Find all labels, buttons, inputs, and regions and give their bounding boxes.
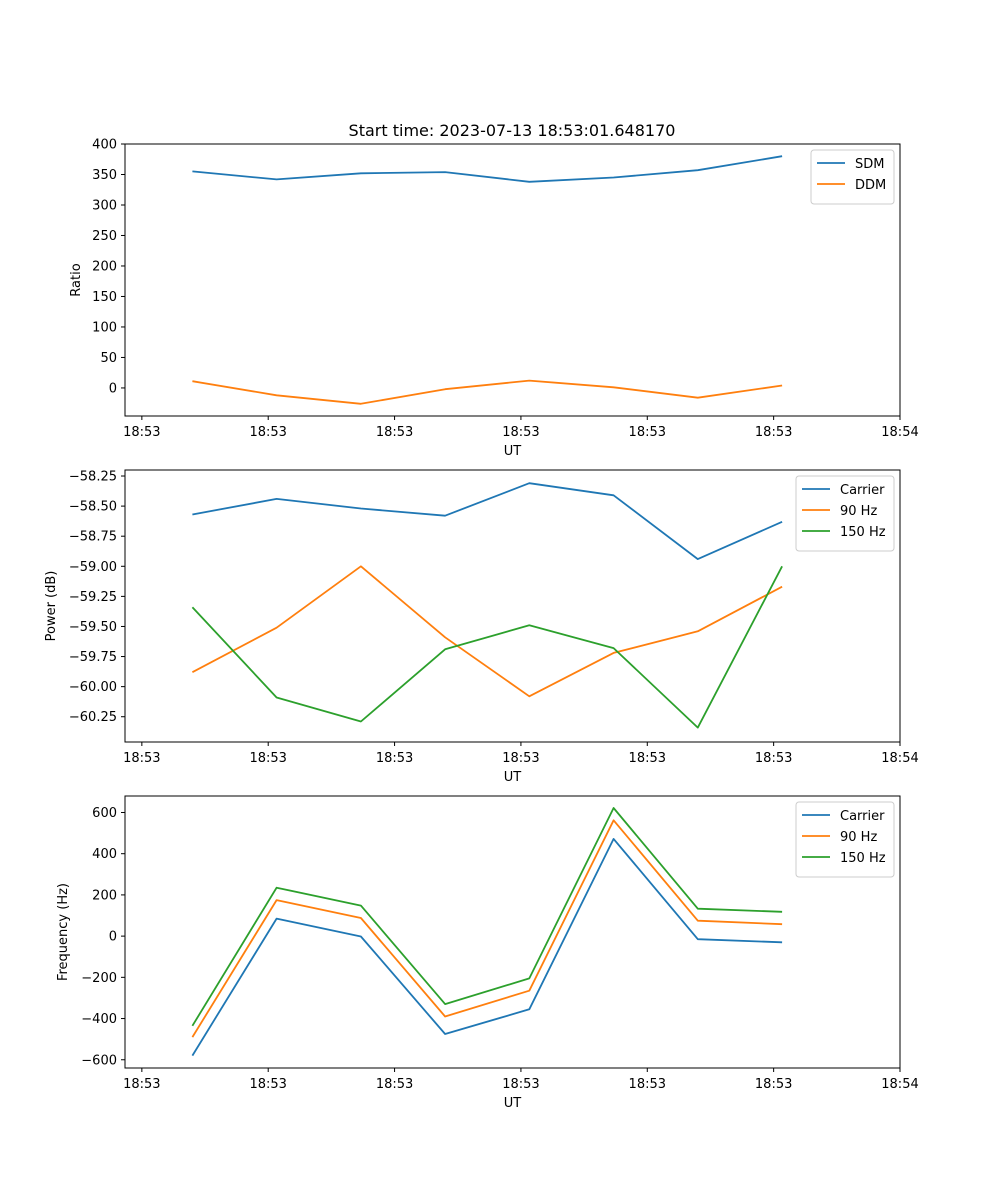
x-tick-label: 18:53 [629,751,666,766]
y-tick-label: 300 [92,198,117,213]
x-tick-label: 18:54 [881,751,918,766]
x-tick-label: 18:53 [376,1077,413,1092]
y-tick-label: 400 [92,138,117,153]
x-axis-label: UT [504,770,522,785]
y-tick-label: −58.75 [69,530,117,545]
x-tick-label: 18:53 [123,1077,160,1092]
y-axis-label: Frequency (Hz) [56,883,71,981]
x-axis-label: UT [504,1096,522,1111]
x-tick-label: 18:53 [629,1077,666,1092]
x-tick-label: 18:53 [755,1077,792,1092]
series-line-ddm [192,379,783,405]
series-line-carrier [191,838,783,1057]
y-tick-label: 100 [92,320,117,335]
legend: SDM DDM [810,149,895,205]
x-tick-label: 18:53 [502,1077,539,1092]
series-line-150-hz [191,565,783,729]
x-tick-label: 18:53 [249,1077,286,1092]
legend-label: 90 Hz [840,504,877,519]
chart-panel-3: 18:53 18:53 18:53 18:53 18:53 18:53 18:54 −600 −… [56,795,919,1111]
y-tick-label: −200 [81,971,117,986]
series-line-90-hz [191,819,783,1038]
legend-label: Carrier [840,809,885,824]
y-tick-label: −59.50 [69,620,117,635]
plot-frame [124,143,901,417]
y-tick-label: −400 [81,1012,117,1027]
y-tick-label: −59.25 [69,590,117,605]
legend-label: 90 Hz [840,830,877,845]
y-tick-label: 200 [92,259,117,274]
x-tick-label: 18:53 [502,425,539,440]
x-tick-label: 18:53 [123,425,160,440]
legend-box [795,801,895,878]
legend: Carrier 90 Hz 150 Hz [795,801,895,878]
y-axis-label: Ratio [69,263,84,296]
series-line-sdm [192,155,783,183]
series-line-90-hz [191,565,783,698]
series-line-150-hz [191,807,783,1027]
legend-label: 150 Hz [840,851,886,866]
chart-panel-2: 18:53 18:53 18:53 18:53 18:53 18:53 18:54 −58.2… [44,469,919,785]
y-tick-label: 50 [100,351,117,366]
y-tick-label: −58.50 [69,500,117,515]
y-tick-label: −60.25 [69,710,117,725]
legend-label: SDM [855,157,884,172]
y-tick-label: 600 [92,806,117,821]
x-tick-label: 18:53 [376,751,413,766]
x-tick-label: 18:53 [755,751,792,766]
x-tick-label: 18:53 [755,425,792,440]
y-tick-label: −600 [81,1053,117,1068]
y-tick-label: −59.75 [69,650,117,665]
legend-box [795,475,895,552]
y-tick-label: 150 [92,290,117,305]
x-tick-label: 18:54 [881,425,918,440]
series-line-carrier [192,482,783,560]
y-tick-label: −59.00 [69,560,117,575]
y-tick-label: 0 [109,930,117,945]
legend-label: 150 Hz [840,525,886,540]
x-tick-label: 18:53 [249,751,286,766]
y-tick-label: 350 [92,168,117,183]
y-tick-label: 400 [92,847,117,862]
y-axis-label: Power (dB) [44,571,59,642]
panels: 18:53 18:53 18:53 18:53 18:53 18:53 18:54 0 50 10… [44,138,919,1112]
y-tick-label: −58.25 [69,470,117,485]
legend-label: DDM [855,178,886,193]
x-axis-label: UT [504,444,522,459]
x-tick-label: 18:53 [249,425,286,440]
x-tick-label: 18:53 [502,751,539,766]
legend: Carrier 90 Hz 150 Hz [795,475,895,552]
x-tick-label: 18:53 [376,425,413,440]
y-tick-label: 200 [92,888,117,903]
x-tick-label: 18:54 [881,1077,918,1092]
x-tick-label: 18:53 [123,751,160,766]
plot-frame [124,469,901,743]
legend-label: Carrier [840,483,885,498]
y-tick-label: 0 [109,381,117,396]
chart-panel-1: 18:53 18:53 18:53 18:53 18:53 18:53 18:54 0 50 10… [69,138,919,460]
y-tick-label: −60.00 [69,680,117,695]
plot-frame [124,795,901,1069]
figure-title: Start time: 2023-07-13 18:53:01.648170 [349,121,676,140]
x-tick-label: 18:53 [629,425,666,440]
y-tick-label: 250 [92,229,117,244]
